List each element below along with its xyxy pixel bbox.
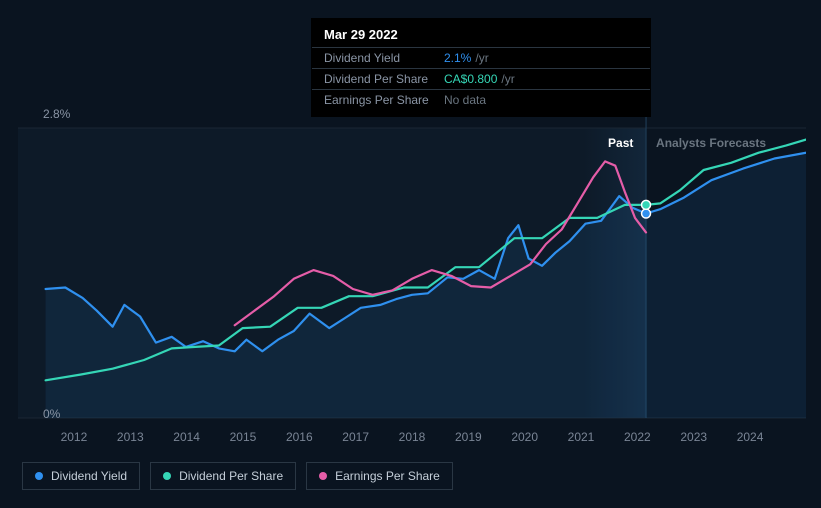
- tooltip-row-unit: /yr: [475, 51, 488, 65]
- legend-label: Dividend Yield: [51, 469, 127, 483]
- y-axis-max-label: 2.8%: [43, 107, 70, 121]
- x-axis-tick-label: 2023: [680, 430, 707, 444]
- tooltip-row-value: CA$0.800: [444, 72, 497, 86]
- x-axis-tick-label: 2018: [399, 430, 426, 444]
- legend-dot-icon: [163, 472, 171, 480]
- tooltip-row: Dividend Yield2.1% /yr: [312, 47, 650, 68]
- tooltip-row-label: Earnings Per Share: [324, 93, 444, 107]
- x-axis-tick-label: 2019: [455, 430, 482, 444]
- legend-item[interactable]: Earnings Per Share: [306, 462, 453, 490]
- tooltip-row: Earnings Per ShareNo data: [312, 89, 650, 110]
- tooltip-row-value: 2.1%: [444, 51, 471, 65]
- plot-area[interactable]: 2.8% 0% Past Analysts Forecasts: [18, 106, 806, 424]
- tooltip-row: Dividend Per ShareCA$0.800/yr: [312, 68, 650, 89]
- x-axis-tick-label: 2013: [117, 430, 144, 444]
- tooltip-row-value: No data: [444, 93, 486, 107]
- tooltip-row-label: Dividend Yield: [324, 51, 444, 65]
- legend-item[interactable]: Dividend Yield: [22, 462, 140, 490]
- x-axis-tick-label: 2014: [173, 430, 200, 444]
- legend-label: Earnings Per Share: [335, 469, 440, 483]
- dividend-chart: Mar 29 2022 Dividend Yield2.1%/yrDividen…: [0, 0, 821, 508]
- tooltip-date: Mar 29 2022: [312, 25, 650, 47]
- tooltip-row-label: Dividend Per Share: [324, 72, 444, 86]
- x-axis-tick-label: 2017: [342, 430, 369, 444]
- legend-dot-icon: [319, 472, 327, 480]
- y-axis-min-label: 0%: [43, 407, 60, 421]
- x-axis-tick-label: 2012: [61, 430, 88, 444]
- x-axis-tick-label: 2020: [511, 430, 538, 444]
- forecast-region-label: Analysts Forecasts: [656, 136, 766, 150]
- x-axis-tick-label: 2015: [230, 430, 257, 444]
- legend: Dividend Yield Dividend Per Share Earnings…: [22, 462, 453, 490]
- past-region-label: Past: [608, 136, 633, 150]
- x-axis-tick-label: 2024: [737, 430, 764, 444]
- x-axis-tick-label: 2021: [568, 430, 595, 444]
- chart-svg: [18, 106, 806, 424]
- legend-dot-icon: [35, 472, 43, 480]
- x-axis-tick-label: 2022: [624, 430, 651, 444]
- chart-tooltip: Mar 29 2022 Dividend Yield2.1%/yrDividen…: [311, 18, 651, 117]
- x-axis-tick-label: 2016: [286, 430, 313, 444]
- legend-label: Dividend Per Share: [179, 469, 283, 483]
- tooltip-row-unit: /yr: [501, 72, 514, 86]
- legend-item[interactable]: Dividend Per Share: [150, 462, 296, 490]
